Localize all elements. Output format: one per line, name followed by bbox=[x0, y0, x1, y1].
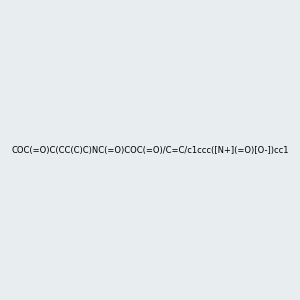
Text: COC(=O)C(CC(C)C)NC(=O)COC(=O)/C=C/c1ccc([N+](=O)[O-])cc1: COC(=O)C(CC(C)C)NC(=O)COC(=O)/C=C/c1ccc(… bbox=[11, 146, 289, 154]
